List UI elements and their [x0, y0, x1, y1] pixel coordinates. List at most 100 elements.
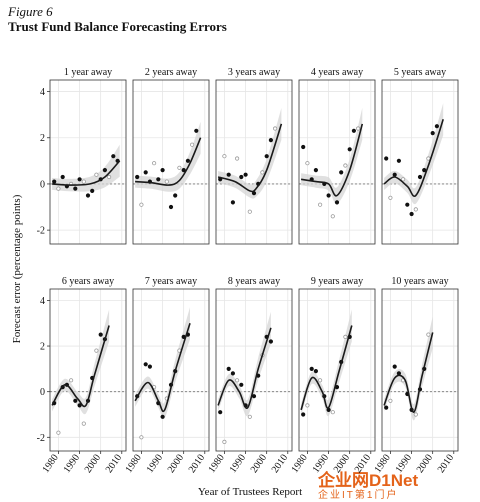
- data-point: [347, 147, 352, 152]
- x-tick-label: 1980: [372, 452, 392, 475]
- data-point: [317, 378, 323, 383]
- data-point: [384, 405, 389, 410]
- data-point: [326, 193, 331, 198]
- data-point: [309, 366, 314, 371]
- confidence-band: [384, 103, 444, 205]
- data-point: [264, 154, 269, 159]
- panel-title: 10 years away: [391, 276, 448, 287]
- data-point: [239, 174, 244, 180]
- panel-title: 3 years away: [228, 67, 280, 78]
- y-tick-label: -2: [37, 226, 45, 237]
- data-point: [413, 412, 418, 417]
- data-point: [164, 179, 169, 184]
- x-tick-label: 2010: [353, 452, 373, 475]
- data-point: [230, 371, 235, 376]
- data-point: [272, 126, 278, 131]
- data-point: [94, 172, 99, 177]
- panel-frame: [381, 288, 459, 452]
- data-point: [351, 128, 356, 133]
- data-point: [143, 362, 148, 367]
- data-point: [339, 170, 344, 175]
- data-point: [73, 398, 78, 403]
- watermark-tagline: 企业IT第1门户: [318, 490, 399, 501]
- fitted-line: [300, 123, 364, 197]
- data-point: [260, 170, 265, 175]
- data-point: [243, 172, 248, 177]
- data-point: [305, 161, 310, 166]
- data-point: [77, 403, 82, 408]
- data-point: [60, 174, 65, 180]
- x-tick-label: 2010: [436, 452, 456, 475]
- data-point: [190, 142, 195, 147]
- y-tick-label: 0: [40, 387, 45, 398]
- x-tick-label: 2000: [332, 452, 352, 475]
- panel-title: 8 years away: [228, 276, 280, 287]
- y-tick-label: -2: [37, 433, 45, 444]
- panel-frame: [132, 79, 210, 245]
- data-point: [334, 200, 340, 205]
- data-point: [268, 339, 273, 344]
- data-point: [417, 174, 423, 180]
- data-point: [313, 368, 318, 374]
- x-tick-label: 2010: [187, 452, 207, 475]
- x-tick-label: 1980: [40, 452, 60, 475]
- data-point: [305, 403, 310, 408]
- y-tick-label: 2: [40, 342, 45, 353]
- fitted-line: [217, 327, 272, 410]
- panel-title: 9 years away: [311, 276, 363, 287]
- data-point: [135, 174, 140, 180]
- y-tick-label: 0: [40, 179, 45, 190]
- data-point: [247, 414, 252, 419]
- confidence-band: [52, 309, 110, 415]
- data-point: [388, 398, 393, 403]
- data-point: [392, 364, 397, 369]
- data-point: [422, 168, 427, 173]
- data-point: [301, 144, 306, 150]
- data-point: [194, 128, 199, 133]
- x-tick-label: 2000: [249, 452, 269, 475]
- x-tick-label: 1980: [289, 452, 309, 475]
- fitted-line: [383, 119, 444, 198]
- data-point: [181, 168, 186, 173]
- data-point: [102, 168, 108, 173]
- data-point: [222, 439, 227, 444]
- data-point: [69, 378, 74, 383]
- x-tick-label: 2000: [83, 452, 103, 475]
- fitted-line: [52, 160, 121, 186]
- data-point: [301, 412, 306, 417]
- data-point: [152, 161, 157, 166]
- data-point: [426, 332, 431, 337]
- data-point: [392, 172, 397, 177]
- data-point: [139, 202, 144, 207]
- x-tick-label: 1990: [228, 452, 248, 475]
- x-tick-label: 2010: [104, 452, 124, 475]
- data-point: [313, 168, 318, 173]
- x-tick-label: 1990: [145, 452, 165, 475]
- data-point: [173, 193, 178, 198]
- panel-title: 2 years away: [145, 67, 197, 78]
- data-point: [177, 165, 182, 170]
- data-point: [330, 214, 335, 219]
- fitted-line: [135, 137, 202, 186]
- data-point: [85, 193, 91, 198]
- fitted-line: [300, 325, 353, 411]
- data-point: [355, 126, 361, 131]
- panel-title: 7 years away: [145, 276, 197, 287]
- panel-frame: [215, 288, 293, 452]
- data-point: [156, 177, 161, 182]
- x-tick-label: 2010: [270, 452, 290, 475]
- panel-title: 6 years away: [62, 276, 114, 287]
- panel-frame: [298, 288, 376, 452]
- x-axis-label: Year of Trustees Report: [197, 486, 303, 498]
- x-tick-label: 1980: [123, 452, 143, 475]
- watermark-logo: 企业网D1Net: [318, 471, 419, 490]
- data-point: [434, 124, 439, 129]
- data-point: [400, 177, 406, 182]
- data-point: [343, 334, 348, 339]
- data-point: [81, 179, 86, 184]
- y-tick-label: 4: [40, 296, 45, 307]
- data-point: [317, 202, 323, 207]
- data-point: [143, 170, 148, 175]
- panel-frame: [381, 79, 459, 245]
- panel-frame: [132, 288, 210, 452]
